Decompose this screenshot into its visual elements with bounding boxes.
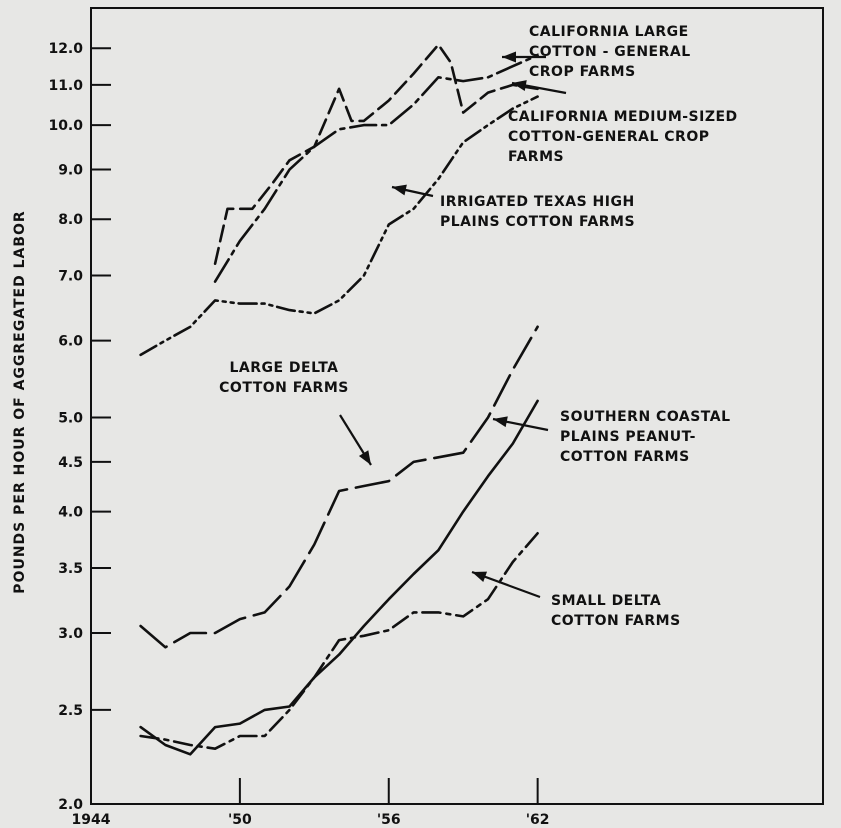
series-label-southern-coastal: SOUTHERN COASTAL — [560, 409, 731, 425]
series-label-southern-coastal: PLAINS PEANUT- — [560, 429, 696, 445]
series-line-large-delta — [139, 325, 539, 649]
x-tick-label: '50 — [228, 812, 252, 828]
y-tick-label: 5.0 — [58, 410, 83, 426]
arrowhead-icon — [493, 416, 508, 428]
y-axis-label: POUNDS PER HOUR OF AGGREGATED LABOR — [12, 210, 28, 593]
series-label-ca-medium: COTTON-GENERAL CROP — [508, 129, 710, 145]
series-label-large-delta: COTTON FARMS — [219, 380, 349, 396]
arrowhead-icon — [392, 184, 407, 196]
arrowhead-icon — [472, 571, 488, 582]
y-tick-label: 7.0 — [58, 269, 83, 285]
series-label-texas-high-plains: IRRIGATED TEXAS HIGH — [440, 194, 635, 210]
y-axis: 2.0 2.5 3.0 3.5 4.0 4.5 5.0 6.0 7.0 8.0 9.0 10.0 11.… — [48, 41, 111, 813]
y-tick-label: 2.5 — [58, 703, 83, 719]
series-line-ca-medium — [213, 43, 539, 266]
series-line-southern-coastal — [139, 399, 539, 756]
series-line-small-delta — [139, 531, 539, 751]
series-label-ca-large: CROP FARMS — [529, 64, 636, 80]
x-tick-label: '56 — [377, 812, 401, 828]
x-axis: 1944 '50 '56 '62 — [72, 778, 550, 828]
y-tick-label: 4.0 — [58, 505, 83, 521]
series-label-large-delta: LARGE DELTA — [229, 360, 338, 376]
series-label-ca-large: CALIFORNIA LARGE — [529, 24, 689, 40]
plot-frame — [90, 7, 824, 805]
series-line-texas-high-plains — [139, 95, 539, 357]
y-tick-label: 6.0 — [58, 334, 83, 350]
series-label-texas-high-plains: PLAINS COTTON FARMS — [440, 214, 635, 230]
series-label-ca-medium: CALIFORNIA MEDIUM-SIZED — [508, 109, 738, 125]
y-tick-label: 3.5 — [58, 561, 83, 577]
series-label-ca-medium: FARMS — [508, 149, 564, 165]
annotations: CALIFORNIA LARGE COTTON - GENERAL CROP FAR… — [219, 24, 738, 629]
arrowhead-icon — [512, 80, 527, 91]
x-tick-label: 1944 — [72, 812, 111, 828]
y-tick-label: 3.0 — [58, 626, 83, 642]
y-tick-label: 4.5 — [58, 455, 83, 471]
arrowhead-icon — [502, 51, 516, 63]
series-label-ca-large: COTTON - GENERAL — [529, 44, 691, 60]
series-label-southern-coastal: COTTON FARMS — [560, 449, 690, 465]
series-line-ca-large — [213, 53, 539, 283]
y-tick-label: 10.0 — [48, 118, 83, 134]
arrowhead-icon — [358, 450, 371, 465]
series-label-small-delta: COTTON FARMS — [551, 613, 681, 629]
y-tick-label: 11.0 — [48, 78, 83, 94]
y-tick-label: 8.0 — [58, 212, 83, 228]
x-tick-label: '62 — [526, 812, 550, 828]
series-label-small-delta: SMALL DELTA — [551, 593, 661, 609]
y-tick-label: 12.0 — [48, 41, 83, 57]
series-layer — [139, 43, 539, 756]
y-tick-label: 2.0 — [58, 797, 83, 813]
y-tick-label: 9.0 — [58, 163, 83, 179]
